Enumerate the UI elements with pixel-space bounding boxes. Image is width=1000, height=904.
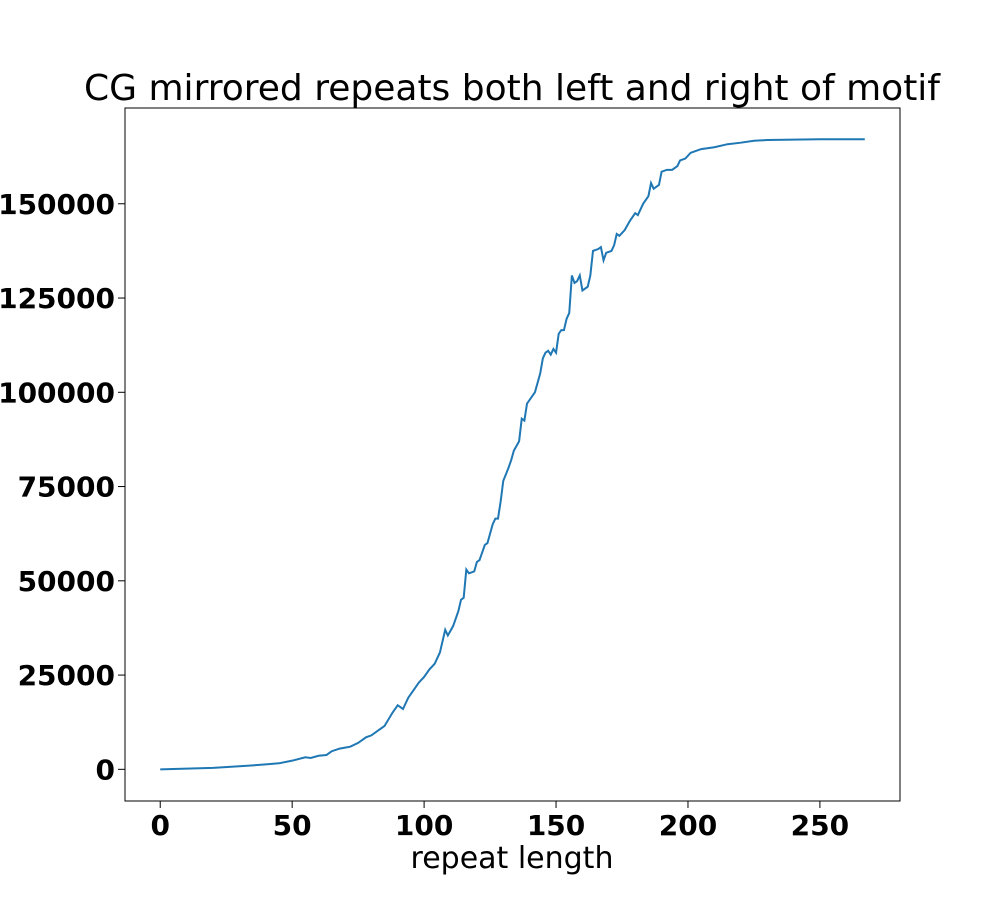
y-tick-label: 50000 [18,565,115,598]
y-tick-label: 125000 [0,282,115,315]
x-tick-label: 0 [150,809,169,842]
y-tick-label: 75000 [18,471,115,504]
y-tick-label: 150000 [0,188,115,221]
x-tick-label: 250 [791,809,849,842]
plot-frame [124,107,901,802]
data-line [160,138,865,771]
x-tick-label: 150 [527,809,585,842]
y-tick-label: 100000 [0,376,115,409]
x-tick-label: 100 [395,809,453,842]
chart-title: CG mirrored repeats both left and right … [84,68,941,109]
x-tick-label: 50 [273,809,312,842]
y-tick-label: 25000 [18,659,115,692]
x-tick-label: 200 [659,809,717,842]
x-axis-label: repeat length [411,841,614,876]
y-tick-label: 0 [96,753,115,786]
